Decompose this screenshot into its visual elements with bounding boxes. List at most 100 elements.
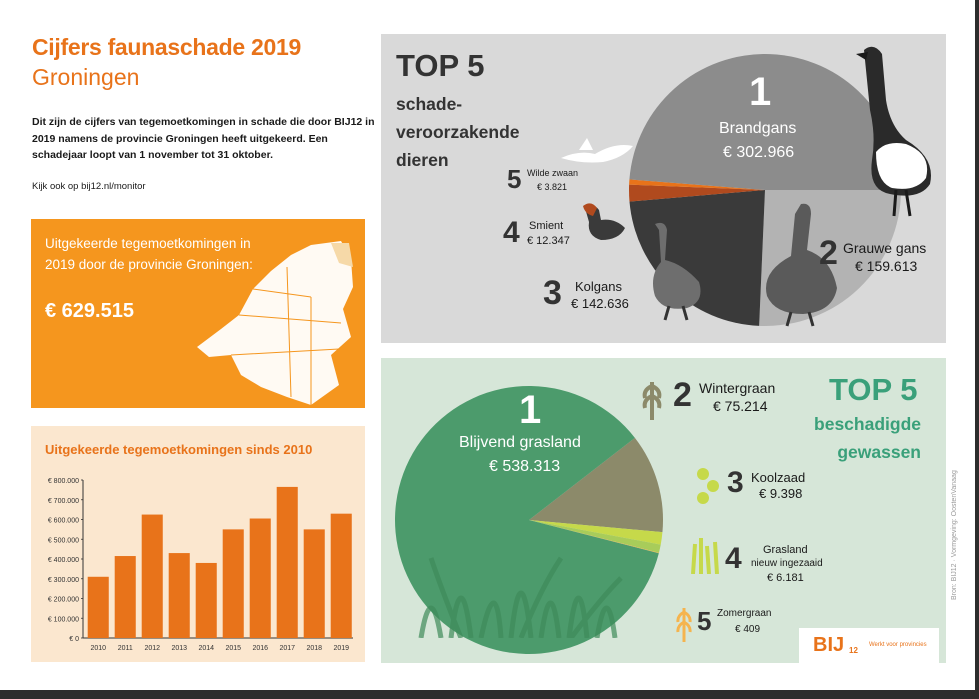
swan-icon [561, 138, 633, 163]
crop-name-3: Koolzaad [751, 470, 806, 485]
greylag-goose-icon [766, 203, 837, 327]
x-tick-label: 2010 [90, 645, 106, 652]
crop-rank-1: 1 [519, 388, 542, 432]
animal-name-2: Grauwe gans [843, 240, 927, 256]
summary-label: Uitgekeerde tegemoetkomingen in 2019 doo… [45, 236, 253, 272]
wheat-icon [642, 382, 662, 420]
bar [168, 553, 190, 638]
x-tick-label: 2012 [144, 645, 160, 652]
animal-amount-5: € 3.821 [537, 182, 568, 192]
animals-heading: TOP 5 [396, 48, 485, 83]
animal-name-1: Brandgans [719, 120, 797, 137]
crop-pie-slice [529, 520, 663, 545]
bar-chart: € 800.000 € 700.000 € 600.000 € 500.000 € 40… [48, 478, 353, 652]
animal-amount-3: € 142.636 [571, 296, 629, 311]
x-tick-label: 2015 [225, 645, 241, 652]
bij12-logo: BIJ 12 Werkt voor provincies [799, 628, 939, 664]
x-tick-label: 2017 [279, 645, 295, 652]
bottom-strip [0, 690, 979, 699]
crop-amount-5: € 409 [735, 624, 761, 635]
y-tick-label: € 600.000 [48, 518, 79, 525]
animal-rank-4: 4 [503, 216, 520, 249]
animals-subheading: schade- veroorzakende dieren [396, 90, 520, 174]
animal-pie-slice [629, 54, 901, 190]
rapeseed-icon [697, 468, 719, 504]
animal-name-5: Wilde zwaan [527, 168, 579, 178]
x-tick-label: 2013 [171, 645, 187, 652]
crop-pie-slice [529, 520, 661, 553]
crop-amount-1: € 538.313 [489, 458, 561, 475]
x-tick-label: 2016 [252, 645, 268, 652]
page-title: Cijfers faunaschade 2019 [32, 34, 301, 60]
right-border [975, 0, 979, 699]
animal-pie-slice [629, 179, 765, 190]
y-tick-label: € 300.000 [48, 577, 79, 584]
crop-pie-slice [395, 386, 659, 654]
bar [114, 556, 136, 638]
crops-subheading-line-1: beschadigde [814, 414, 921, 434]
crop-pie-slice [529, 437, 663, 533]
crop-rank-4: 4 [725, 542, 742, 575]
crop-pie-slice [529, 520, 659, 554]
x-tick-label: 2014 [198, 645, 214, 652]
credit-text: Bron: BIJ12 · Vormgeving: OostenVanaag [951, 470, 958, 600]
bar-chart-panel: Uitgekeerde tegemoetkomingen sinds 2010 … [31, 426, 365, 662]
y-tick-label: € 100.000 [48, 616, 79, 623]
animal-amount-2: € 159.613 [855, 258, 918, 274]
crops-subheading: beschadigde gewassen [771, 410, 921, 466]
crop-amount-3: € 9.398 [759, 486, 803, 501]
grass-illustration-icon [418, 556, 623, 638]
animals-panel: TOP 5 schade- veroorzakende dieren 1 Bra… [381, 34, 946, 343]
animal-amount-4: € 12.347 [527, 235, 570, 247]
y-tick-label: € 800.000 [48, 478, 79, 485]
animal-rank-5: 5 [507, 164, 522, 194]
animal-rank-2: 2 [819, 234, 838, 272]
crop-amount-4: € 6.181 [767, 572, 804, 584]
y-tick-label: € 500.000 [48, 537, 79, 544]
new-grass-icon [691, 538, 719, 574]
crop-amount-2: € 75.214 [713, 398, 768, 414]
monitor-link[interactable]: Kijk ook op bij12.nl/monitor [32, 181, 146, 192]
y-tick-label: € 200.000 [48, 597, 79, 604]
crop-name-1: Blijvend grasland [459, 434, 581, 451]
animal-rank-1: 1 [749, 70, 772, 114]
summary-amount: € 629.515 [45, 300, 134, 322]
bar [303, 529, 325, 638]
crops-panel: TOP 5 beschadigde gewassen 1 Blijvend gr… [381, 358, 946, 664]
animal-amount-1: € 302.966 [723, 144, 795, 161]
animal-name-4: Smient [529, 220, 564, 232]
crop-name-5: Zomergraan [717, 608, 772, 619]
netherlands-map-icon [197, 241, 353, 405]
bar [249, 518, 271, 638]
crop-rank-3: 3 [727, 466, 744, 499]
x-tick-label: 2019 [333, 645, 349, 652]
bar-chart-title: Uitgekeerde tegemoetkomingen sinds 2010 [45, 442, 313, 457]
crop-name-2: Wintergraan [699, 380, 776, 396]
bar [276, 486, 298, 638]
crop-name-4: Grasland [763, 544, 808, 556]
crop-rank-5: 5 [697, 606, 712, 636]
bar [141, 514, 163, 638]
x-tick-label: 2018 [306, 645, 322, 652]
page-subtitle: Groningen [32, 64, 140, 90]
white-fronted-goose-icon [653, 222, 701, 321]
bar [222, 529, 244, 638]
summary-panel: Uitgekeerde tegemoetkomingen in 2019 doo… [31, 219, 365, 408]
logo-text: BIJ [813, 634, 845, 656]
x-tick-label: 2011 [118, 645, 133, 652]
canada-goose-icon [856, 46, 931, 217]
crop-name-4b: nieuw ingezaaid [751, 558, 823, 569]
wigeon-icon [583, 203, 625, 240]
summer-grain-icon [676, 608, 692, 642]
y-tick-label: € 400.000 [48, 557, 79, 564]
bar [195, 562, 217, 638]
animals-subheading-line-2: veroorzakende [396, 122, 520, 142]
animals-subheading-line-1: schade- [396, 94, 463, 114]
logo-sub: 12 [849, 646, 858, 655]
intro-text: Dit zijn de cijfers van tegemoetkomingen… [32, 116, 375, 161]
bar [87, 576, 109, 638]
crops-pie-chart [395, 386, 663, 654]
crops-heading: TOP 5 [829, 372, 918, 407]
logo-tagline: Werkt voor provincies [869, 642, 927, 648]
animal-rank-3: 3 [543, 274, 562, 312]
